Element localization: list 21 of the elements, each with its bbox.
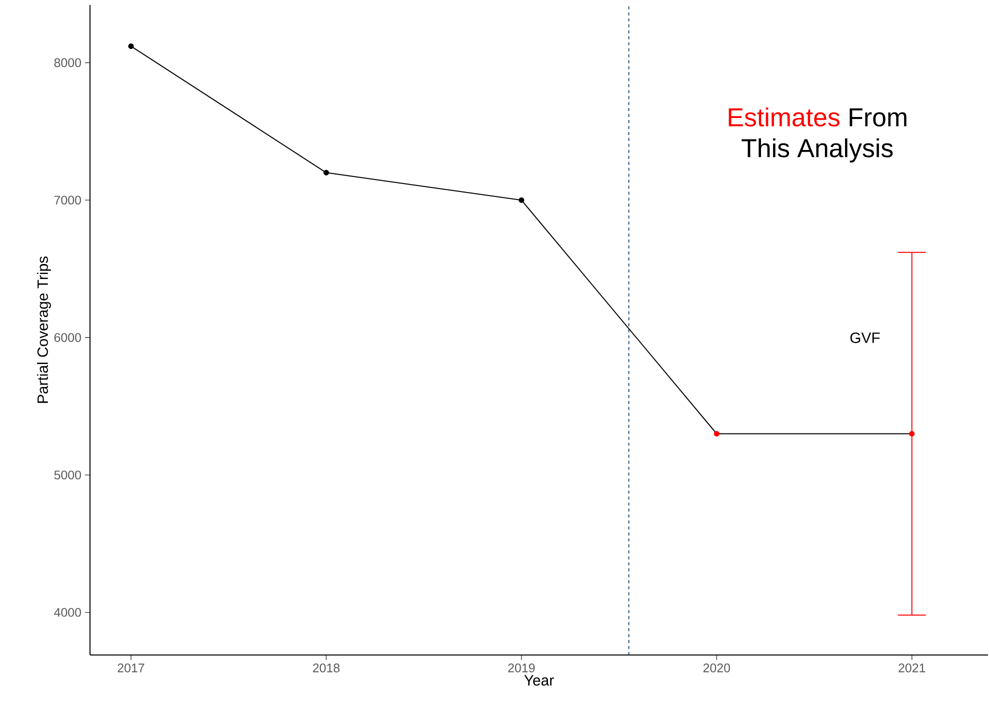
x-tick-label: 2021 [898,664,926,672]
y-tick-label: 4000 [54,608,81,617]
y-tick-label: 8000 [54,58,81,68]
annotation: GVF [850,332,880,344]
point [909,430,915,437]
x-tick-label: 2017 [118,664,144,672]
y-tick-label: 7000 [54,196,81,205]
y-axis-title: Partial Coverage Trips [37,256,51,403]
point [518,197,524,203]
x-axis-title: Year [524,675,554,686]
y-tick-label: 5000 [54,470,81,480]
y-tick-label: 6000 [54,333,81,342]
x-tick-label: 2019 [508,664,535,672]
annotation: This Analysis [742,138,893,163]
point [714,430,720,437]
annotation: Estimates [728,107,840,126]
point [128,43,134,50]
point [323,170,330,176]
annotation: From [850,108,906,126]
x-tick-label: 2018 [312,664,340,672]
x-tick-label: 2020 [703,664,730,672]
